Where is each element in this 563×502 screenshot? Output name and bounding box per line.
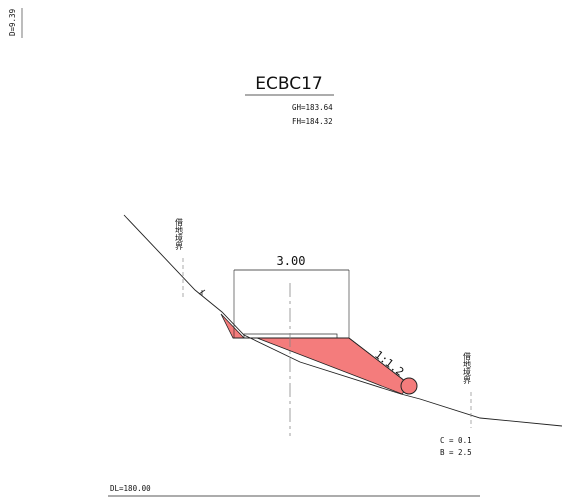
formation-height: FH=184.32 (292, 117, 333, 126)
datum-label: DL=180.00 (110, 484, 151, 493)
boundary-label-right: 借地境界 (463, 351, 472, 385)
pavement-layer (243, 333, 338, 339)
section-title: ECBC17 (255, 74, 322, 94)
coefficient-c: C = 0.1 (440, 436, 472, 445)
corner-label: D=9.39 (8, 9, 17, 36)
boundary-label-left: 借地境界 (175, 217, 184, 251)
fill-area-left (220, 313, 245, 339)
ground-height: GH=183.64 (292, 103, 333, 112)
width-dimension-label: 3.00 (277, 254, 306, 268)
coefficient-b: B = 2.5 (440, 448, 472, 457)
ground-line (123, 214, 563, 427)
slope-line (348, 337, 406, 382)
drain-pipe-circle (400, 377, 418, 395)
